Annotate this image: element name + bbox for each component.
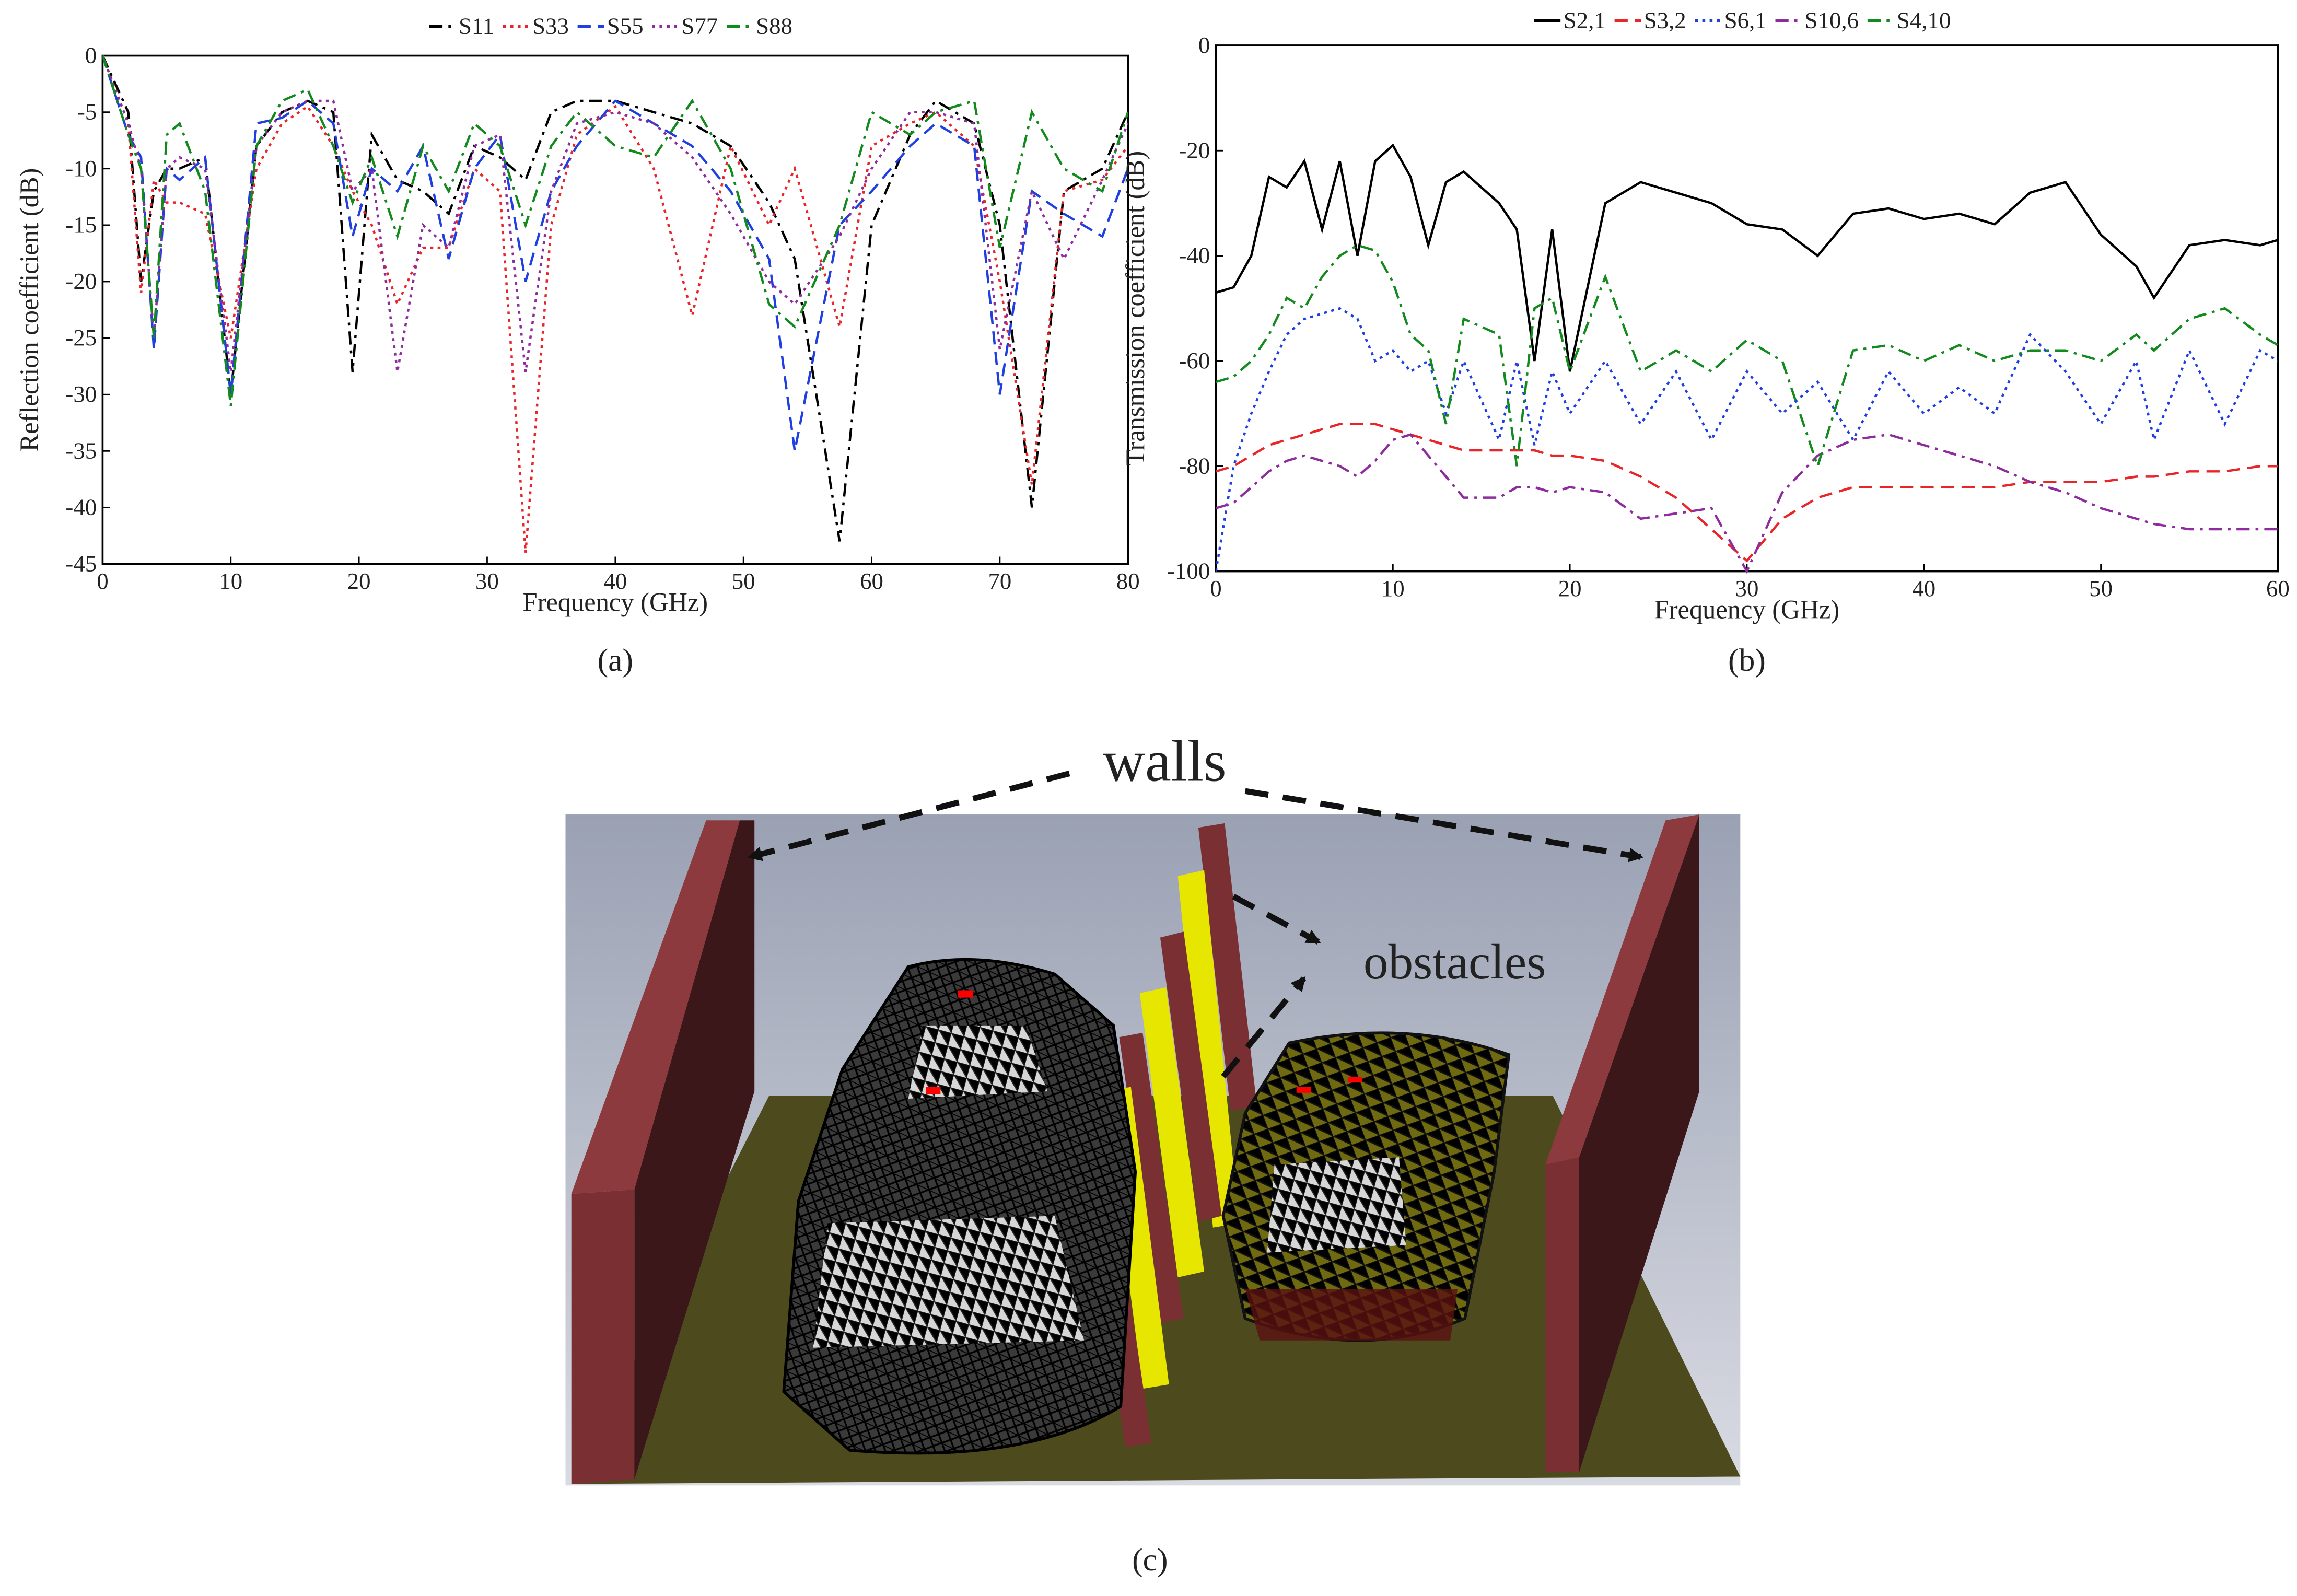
x-tick-label: 60 — [2266, 575, 2290, 601]
y-tick-label: -25 — [65, 324, 97, 351]
legend-label: S55 — [607, 13, 644, 39]
legend-label: S3,2 — [1644, 7, 1686, 33]
legend-label: S4,10 — [1897, 7, 1951, 33]
caption: (c) — [1132, 1542, 1168, 1578]
y-tick-label: -10 — [65, 155, 97, 181]
series-line — [1216, 433, 2278, 574]
y-tick-label: -45 — [65, 551, 97, 577]
y-tick-label: -60 — [1179, 347, 1210, 374]
legend-label: S2,1 — [1564, 7, 1606, 33]
walls-label: walls — [1103, 729, 1227, 794]
legend: S11 S33 S55 S77 S88 — [429, 13, 792, 39]
wall-edge — [1545, 1157, 1579, 1473]
y-tick-label: -15 — [65, 212, 97, 238]
series-line — [1216, 307, 2278, 572]
y-tick-label: -5 — [77, 99, 97, 125]
y-axis-label: Transmission coefficient (dB) — [1121, 151, 1150, 466]
caption: (b) — [1728, 643, 1766, 678]
y-tick-label: -40 — [65, 494, 97, 520]
series-line — [1216, 244, 2278, 470]
legend: S2,1 S3,2 S6,1 S10,6 S4,10 — [1534, 7, 1951, 33]
y-axis-label: Reflection coefficient (dB) — [15, 168, 44, 452]
legend-label: S10,6 — [1805, 7, 1859, 33]
car-left — [782, 958, 1137, 1455]
series-line — [1216, 143, 2278, 372]
y-tick-label: -35 — [65, 437, 97, 463]
y-tick-label: -80 — [1179, 452, 1210, 479]
x-tick-label: 10 — [1381, 575, 1405, 601]
series-line — [102, 55, 1128, 372]
x-tick-label: 20 — [347, 568, 371, 594]
y-tick-label: -30 — [65, 381, 97, 407]
x-tick-label: 0 — [97, 568, 108, 594]
series-line — [102, 55, 1128, 406]
y-tick-label: -100 — [1167, 558, 1210, 584]
y-tick-label: -20 — [1179, 137, 1210, 163]
x-tick-label: 40 — [1912, 575, 1935, 601]
wall-top — [571, 820, 740, 1194]
x-axis-label: Frequency (GHz) — [523, 587, 708, 616]
x-tick-label: 50 — [732, 568, 755, 594]
y-tick-label: -20 — [65, 268, 97, 294]
plot-frame — [1215, 44, 2279, 573]
x-tick-label: 10 — [219, 568, 242, 594]
x-tick-label: 40 — [603, 568, 627, 594]
legend-label: S11 — [459, 13, 494, 39]
car-right — [1221, 1031, 1511, 1342]
chart: 0 10 20 30 40 50 60 70 80 0 -5 -10 -15 -20 -25 -30 -35 -4… — [15, 13, 1140, 678]
wall-top — [1545, 814, 1699, 1165]
wall-face — [634, 820, 755, 1480]
legend-label: S88 — [756, 13, 792, 39]
series-line — [1216, 423, 2278, 563]
x-tick-label: 30 — [475, 568, 499, 594]
series-line — [102, 55, 1128, 451]
legend-label: S6,1 — [1724, 7, 1767, 33]
legend-label: S33 — [532, 13, 569, 39]
y-tick-label: 0 — [1198, 32, 1210, 58]
caption: (a) — [598, 643, 633, 678]
wall-edge — [571, 1189, 635, 1484]
annotation-arrows — [747, 771, 1644, 1079]
scene-panel: walls obstacles (c) — [565, 729, 1741, 1578]
x-axis-label: Frequency (GHz) — [1654, 595, 1840, 624]
x-tick-label: 30 — [1735, 575, 1759, 601]
x-tick-label: 20 — [1558, 575, 1582, 601]
obstacles-label: obstacles — [1363, 934, 1546, 989]
x-tick-label: 60 — [860, 568, 883, 594]
x-tick-label: 70 — [988, 568, 1011, 594]
x-tick-label: 50 — [2089, 575, 2113, 601]
chart: 0 10 20 30 40 50 60 0 -20 -40 -60 -80 -100 Frequency … — [1121, 7, 2290, 678]
x-tick-label: 80 — [1116, 568, 1140, 594]
series-line — [102, 55, 1128, 553]
y-tick-label: -40 — [1179, 242, 1210, 269]
y-tick-label: 0 — [85, 42, 97, 68]
legend-label: S77 — [681, 13, 718, 39]
series-line — [102, 55, 1128, 542]
wall-face — [1579, 814, 1699, 1473]
x-tick-label: 0 — [1210, 575, 1221, 601]
